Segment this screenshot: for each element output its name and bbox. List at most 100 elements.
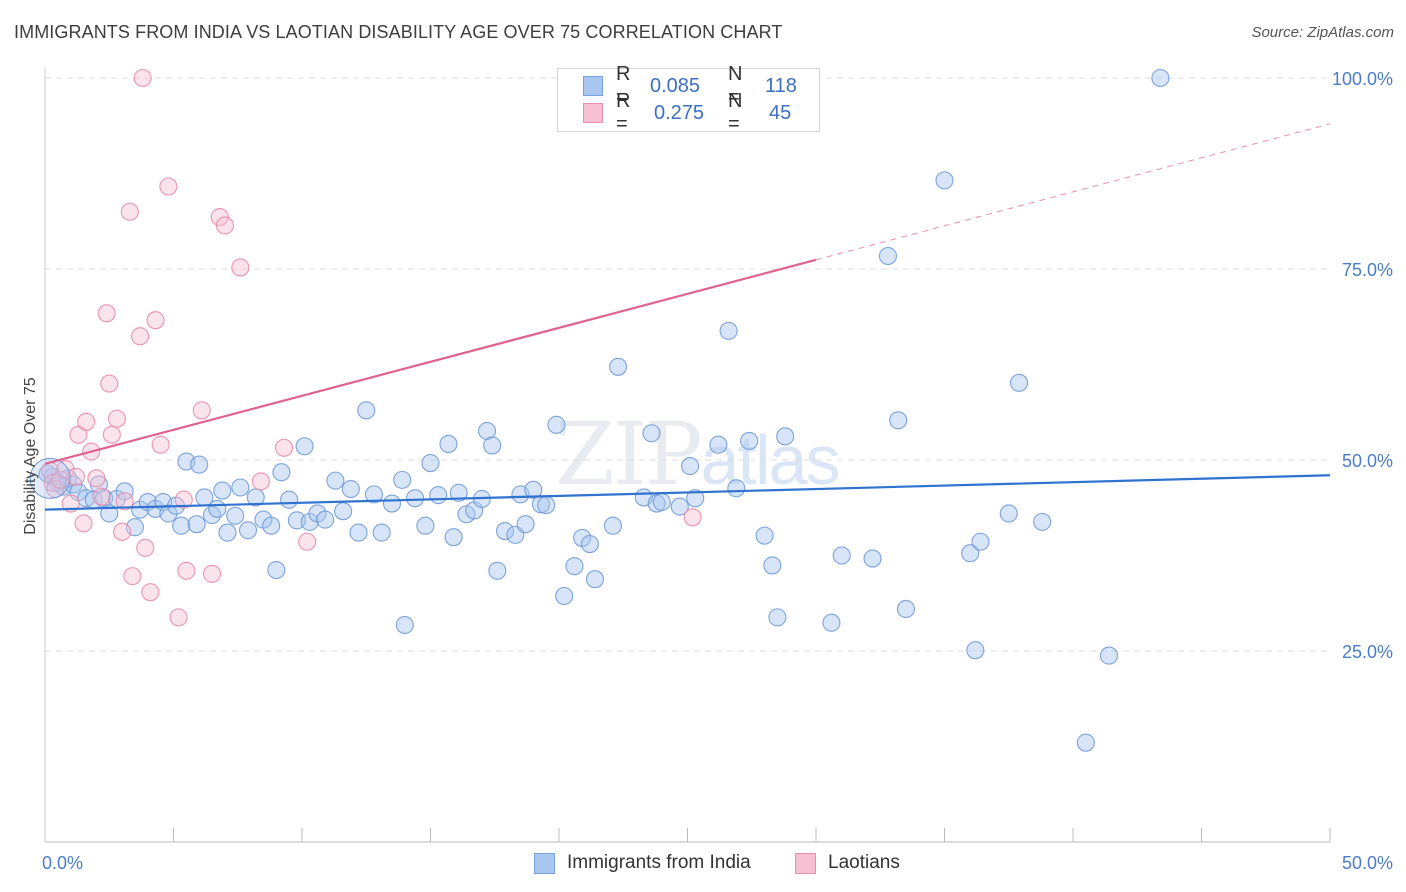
india-point [226, 506, 245, 525]
chart-title: IMMIGRANTS FROM INDIA VS LAOTIAN DISABIL… [14, 22, 783, 42]
x-tick-label: 50.0% [1342, 853, 1393, 873]
laotian-point [251, 472, 270, 491]
india-point [585, 570, 605, 589]
india-point [267, 560, 286, 580]
legend-n-value: 45 [769, 101, 792, 124]
laotian-point [174, 490, 193, 509]
india-point [364, 485, 384, 504]
india-point [1099, 646, 1119, 665]
laotian-point [169, 608, 188, 627]
india-point [326, 471, 345, 490]
india-point [740, 431, 759, 450]
y-axis-label: Disability Age Over 75 [22, 377, 39, 535]
india-point [935, 171, 954, 190]
india-point [393, 470, 412, 489]
legend-swatch-india [583, 76, 603, 96]
india-point [863, 549, 882, 568]
india-point [488, 561, 507, 580]
india-point [609, 357, 628, 376]
india-point [316, 510, 335, 529]
india-point [642, 424, 661, 443]
grid-layer [45, 77, 1330, 652]
stats-legend: R = 0.085 N = 118 R = 0.275 N = 45 [557, 63, 820, 135]
india-point [131, 500, 150, 519]
legend-r-label: R = [616, 90, 631, 135]
india-point [603, 516, 623, 535]
legend-swatch-laotians [583, 103, 603, 123]
laotian-point [231, 258, 250, 277]
india-point [961, 544, 980, 563]
y-tick-label: 100.0% [1332, 69, 1393, 89]
india-point [1151, 68, 1170, 88]
y-tick-label: 50.0% [1342, 451, 1393, 471]
india-trend-line [44, 474, 1331, 511]
laotian-point [215, 216, 234, 235]
india-point [280, 490, 299, 509]
laotian-point [274, 438, 294, 457]
india-point [776, 427, 795, 446]
india-point [999, 504, 1018, 523]
india-point [495, 522, 515, 541]
label-layer: 25.0% 50.0% 75.0% 100.0% 0.0% 50.0% Disability… [22, 69, 1393, 873]
india-point [1009, 373, 1029, 392]
india-point [971, 532, 990, 551]
laotian-point [115, 492, 134, 511]
laotian-point [51, 470, 70, 489]
laotian-point [92, 487, 111, 506]
laotian-trend-extension [815, 123, 1331, 261]
laotian-point [298, 532, 317, 551]
india-point [822, 613, 841, 632]
laotian-trend-line [44, 258, 817, 465]
india-point [262, 516, 281, 535]
india-point [832, 546, 851, 565]
india-point [727, 479, 746, 498]
laotian-point [102, 425, 121, 444]
india-point [213, 481, 232, 500]
india-point [763, 556, 782, 575]
india-point [100, 504, 119, 523]
trend-layer [44, 123, 1331, 511]
india-point [395, 615, 414, 635]
laotian-point [192, 401, 211, 420]
india-point [272, 463, 291, 482]
india-point [382, 494, 402, 513]
india-point [372, 523, 391, 542]
india-point [159, 504, 178, 523]
india-point [889, 411, 908, 430]
india-point [439, 434, 458, 454]
legend-n-label: N = [728, 90, 743, 135]
laotian-point [123, 567, 142, 586]
india-point [896, 599, 916, 619]
india-point [966, 641, 985, 660]
laotian-point [210, 207, 229, 227]
india-point [421, 454, 440, 473]
india-point [652, 492, 671, 512]
india-point [580, 534, 599, 554]
laotian-point [107, 409, 127, 428]
india-point [190, 455, 209, 474]
laotian-point [77, 412, 96, 431]
laotian-point [87, 469, 106, 488]
india-point [681, 457, 700, 476]
axes-layer [44, 68, 1331, 843]
india-point [231, 478, 250, 497]
india-point [1033, 512, 1052, 531]
legend-r-value: 0.085 [650, 74, 701, 97]
india-point [357, 401, 376, 420]
legend-n-value: 118 [765, 74, 797, 97]
laotian-point [97, 304, 116, 323]
india-point [709, 435, 728, 454]
laotian-point [74, 514, 93, 533]
laotian-point [66, 467, 85, 486]
laotian-point [100, 374, 119, 393]
legend-n-label: N = [728, 63, 743, 108]
series-swatch-laotians [795, 853, 816, 874]
india-point [516, 515, 535, 534]
india-point [218, 523, 237, 542]
india-point [547, 415, 566, 434]
laotian-point [131, 327, 150, 346]
india-cluster-point [29, 457, 71, 499]
laotian-point [203, 564, 222, 583]
legend-r-value: 0.275 [654, 101, 705, 124]
